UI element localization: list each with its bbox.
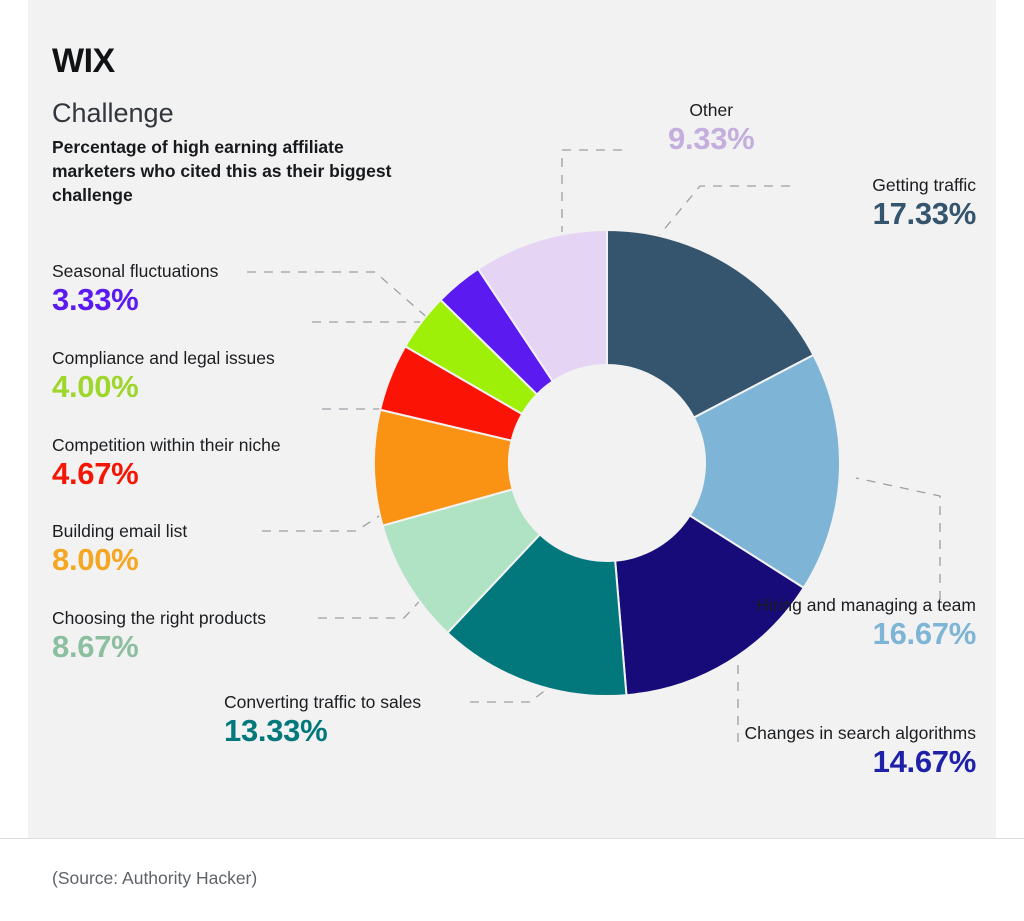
donut-slice (403, 298, 539, 416)
wix-logo: WIX (52, 42, 115, 80)
callout-competition-value: 4.67% (52, 456, 139, 492)
callout-getting-traffic: Getting traffic 17.33% (872, 175, 976, 232)
callout-competition: Competition within their niche 4.67% (52, 435, 281, 492)
callout-other-name: Other (689, 100, 734, 120)
page-title: Challenge (52, 98, 174, 128)
callout-converting: Converting traffic to sales 13.33% (224, 692, 421, 749)
leader-lines (247, 149, 941, 742)
callout-compliance-name: Compliance and legal issues (52, 348, 275, 368)
donut-slice (446, 533, 628, 697)
donut-slice (439, 267, 555, 396)
callout-competition-name: Competition within their niche (52, 435, 281, 455)
callout-compliance: Compliance and legal issues 4.00% (52, 348, 275, 405)
left-margin-rail (0, 0, 28, 921)
callout-other-value: 9.33% (668, 121, 755, 157)
callout-getting-traffic-name: Getting traffic (872, 175, 976, 195)
callout-choosing-products-value: 8.67% (52, 629, 139, 665)
footer-divider (0, 838, 1024, 839)
callout-seasonal: Seasonal fluctuations 3.33% (52, 261, 218, 318)
callout-seasonal-name: Seasonal fluctuations (52, 261, 219, 281)
right-margin-rail (996, 0, 1024, 921)
callout-email-list: Building email list 8.00% (52, 521, 187, 578)
callout-converting-value: 13.33% (224, 713, 328, 749)
callout-compliance-value: 4.00% (52, 369, 139, 405)
page-description: Percentage of high earning affiliate mar… (52, 137, 392, 206)
callout-hiring: Hiring and managing a team 16.67% (746, 595, 976, 652)
callout-choosing-products-name: Choosing the right products (52, 608, 267, 628)
callout-hiring-value: 16.67% (872, 616, 977, 652)
donut-slice (373, 408, 514, 527)
footer-band (0, 839, 1024, 921)
callout-search-algorithms-value: 14.67% (872, 744, 977, 780)
donut-slice (606, 228, 815, 419)
callout-hiring-name: Hiring and managing a team (756, 595, 976, 615)
callout-getting-traffic-value: 17.33% (872, 196, 977, 232)
donut-slice (476, 228, 608, 383)
callout-choosing-products: Choosing the right products 8.67% (52, 608, 266, 665)
callout-other: Other 9.33% (668, 100, 755, 157)
callout-search-algorithms-name: Changes in search algorithms (744, 723, 976, 743)
donut-slice (688, 353, 841, 590)
source-credit: (Source: Authority Hacker) (52, 868, 258, 888)
callout-email-list-name: Building email list (52, 521, 188, 541)
donut-slice (378, 345, 524, 442)
callout-search-algorithms: Changes in search algorithms 14.67% (744, 723, 976, 780)
callout-converting-name: Converting traffic to sales (224, 692, 422, 712)
callout-seasonal-value: 3.33% (52, 282, 139, 318)
donut-slice (381, 488, 542, 635)
callout-email-list-value: 8.00% (52, 542, 139, 578)
